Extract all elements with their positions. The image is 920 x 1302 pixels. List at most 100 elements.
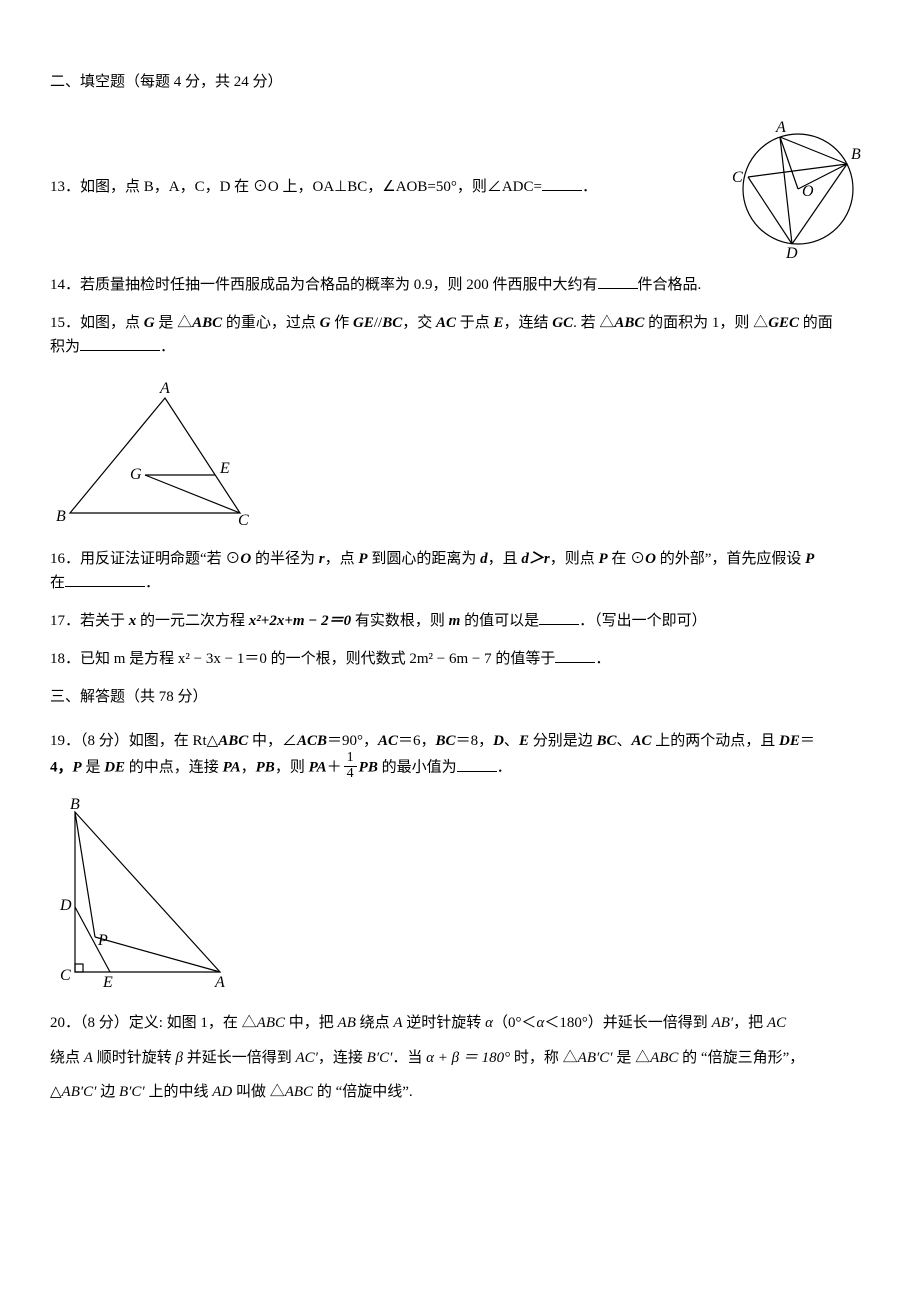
q19-figure-wrap: B D P C E A (50, 797, 870, 992)
q19-BC2: BC (596, 733, 616, 749)
q20-alpha1: α (485, 1015, 493, 1031)
q16-d: d (480, 551, 488, 567)
q19-2: 中，∠ (248, 733, 297, 749)
q19-ACB: ACB (297, 733, 327, 749)
q13-prefix: 13．如图，点 B，A，C，D 在 ⊙O 上，OA⊥BC，∠AOB=50°，则∠… (50, 179, 542, 195)
q20-sum: α + β ＝ 180° (426, 1050, 510, 1066)
q17-eq: x²+2x+m − 2＝0 (249, 613, 351, 629)
question-18: 18．已知 m 是方程 x² − 3x − 1＝0 的一个根，则代数式 2m² … (50, 647, 870, 671)
q16-ineq: d＞r (521, 551, 549, 567)
question-19: 19．（8 分）如图，在 Rt△ABC 中，∠ACB＝90°，AC＝6，BC＝8… (50, 729, 870, 783)
q17-m: m (449, 613, 461, 629)
q15-1i: . 若 △ (573, 315, 614, 331)
q20-AD: AD (212, 1084, 232, 1100)
q19-label-E: E (102, 974, 113, 991)
q16-9: 在 (50, 575, 65, 591)
q18-1: 18．已知 m 是方程 x² − 3x − 1＝0 的一个根，则代数式 2m² … (50, 651, 555, 667)
q14-p2: 件合格品. (638, 277, 702, 293)
q15-G2: G (320, 315, 331, 331)
q16-P3: P (805, 551, 814, 567)
q16-8: 的外部”，首先应假设 (656, 551, 805, 567)
q18-2: ． (595, 651, 610, 667)
q15-label-E: E (219, 460, 230, 477)
q19-label-P: P (97, 932, 108, 949)
q15-BC: BC (382, 315, 402, 331)
q20-A2: A (84, 1050, 93, 1066)
q15-label-C: C (238, 512, 249, 529)
q15-1a: 15．如图，点 (50, 315, 144, 331)
q20-5: （0°＜ (493, 1015, 537, 1031)
q20-3: 绕点 (356, 1015, 394, 1031)
q19-1: 19．（8 分）如图，在 Rt△ (50, 733, 218, 749)
q20-20: 的 “倍旋中线”. (313, 1084, 413, 1100)
q20-ABC2: ABC (650, 1050, 678, 1066)
q15-1j: 的面积为 1，则 △ (644, 315, 768, 331)
q15-1d: 作 (331, 315, 354, 331)
q17-blank (539, 610, 579, 625)
q20-15: 的 “倍旋三角形”， (678, 1050, 804, 1066)
q19-label-A: A (214, 974, 225, 991)
q20-11: ，连接 (318, 1050, 367, 1066)
q20-ACp: AC′ (295, 1050, 317, 1066)
q19-P: P (73, 760, 82, 776)
q19-11: 4， (50, 760, 73, 776)
q19-7: 分别是边 (529, 733, 597, 749)
q20-ABC1: ABC (257, 1015, 285, 1031)
q19-DE: DE (779, 733, 800, 749)
q20-BpCp1: B′C′ (367, 1050, 393, 1066)
q13-label-B: B (851, 146, 861, 163)
q20-BpCp2: B′C′ (119, 1084, 145, 1100)
q19-blank (457, 757, 497, 772)
q20-4: 逆时针旋转 (403, 1015, 486, 1031)
q15-GE: GE (353, 315, 374, 331)
q16-4: 到圆心的距离为 (368, 551, 481, 567)
q19-DE2: DE (104, 760, 125, 776)
q15-1c: 的重心，过点 (222, 315, 320, 331)
q19-E: E (519, 733, 529, 749)
question-15: 15．如图，点 G 是 △ABC 的重心，过点 G 作 GE//BC，交 AC … (50, 311, 870, 359)
q15-E: E (494, 315, 504, 331)
q16-blank (65, 572, 145, 587)
q15-2b: ． (160, 339, 175, 355)
q19-10: ＝ (800, 733, 815, 749)
q14-p1: 14．若质量抽检时任抽一件西服成品为合格品的概率为 0.9，则 200 件西服中… (50, 277, 598, 293)
q15-figure: A B C G E (50, 373, 260, 533)
q15-2a: 积为 (50, 339, 80, 355)
q20-beta: β (175, 1050, 182, 1066)
q19-12: 是 (82, 760, 105, 776)
q20-ABpCp1: AB′C′ (578, 1050, 613, 1066)
q15-1b: 是 △ (155, 315, 193, 331)
q14-blank (598, 274, 638, 289)
q19-BC: BC (436, 733, 456, 749)
question-20: 20．（8 分）定义: 如图 1，在 △ABC 中，把 AB 绕点 A 逆时针旋… (50, 1006, 870, 1110)
q15-ABC1: ABC (192, 315, 222, 331)
q19-label-C: C (60, 967, 71, 984)
q15-1g: 于点 (456, 315, 494, 331)
q17-2: 的一元二次方程 (136, 613, 249, 629)
q20-9: 顺时针旋转 (93, 1050, 176, 1066)
q20-10: 并延长一倍得到 (183, 1050, 296, 1066)
q19-PA: PA (223, 760, 241, 776)
q19-label-D: D (59, 897, 72, 914)
q19-6: 、 (504, 733, 519, 749)
q20-AC: AC (767, 1015, 786, 1031)
q19-18: ． (497, 760, 512, 776)
q19-AC2: AC (632, 733, 652, 749)
q19-PA2: PA (309, 760, 327, 776)
q16-O1: O (240, 551, 251, 567)
q19-3: ＝90°， (327, 733, 378, 749)
q15-ABC2: ABC (614, 315, 644, 331)
q17-1: 17．若关于 (50, 613, 129, 629)
q15-1h: ，连结 (504, 315, 553, 331)
q19-16: ＋ (327, 760, 342, 776)
q15-label-G: G (130, 466, 142, 483)
q19-D: D (493, 733, 504, 749)
q20-7: ，把 (733, 1015, 767, 1031)
q19-ABC: ABC (218, 733, 248, 749)
q17-4: 的值可以是 (460, 613, 539, 629)
q15-figure-wrap: A B C G E (50, 373, 870, 533)
q20-2: 中，把 (285, 1015, 338, 1031)
q20-14: 是 △ (613, 1050, 651, 1066)
question-16: 16．用反证法证明命题“若 ⊙O 的半径为 r，点 P 到圆心的距离为 d，且 … (50, 547, 870, 595)
q16-10: ． (145, 575, 160, 591)
